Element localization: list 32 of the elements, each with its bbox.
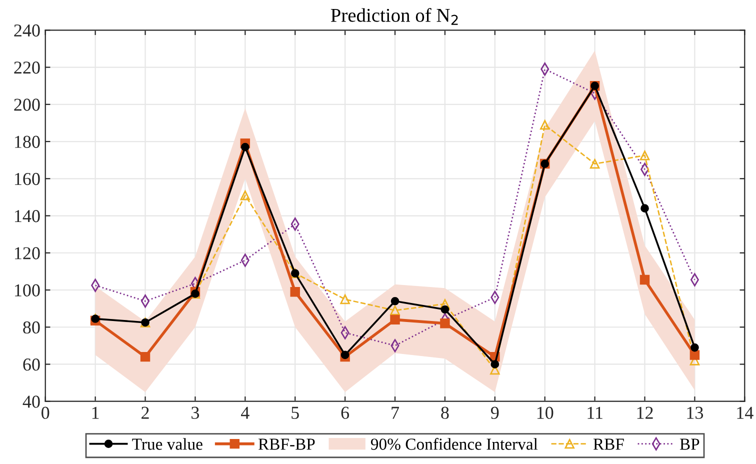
x-tick-label: 4 bbox=[241, 406, 250, 419]
x-tick-label: 7 bbox=[392, 406, 400, 419]
x-tick-label: 6 bbox=[341, 406, 350, 419]
x-tick-label: 13 bbox=[687, 406, 704, 419]
x-tick-label: 8 bbox=[441, 406, 449, 419]
y-tick-label: 120 bbox=[15, 247, 40, 260]
legend-label: BP bbox=[680, 438, 700, 450]
y-tick-label: 60 bbox=[23, 358, 40, 371]
x-tick-label: 1 bbox=[92, 406, 99, 419]
legend-label: 90% Confidence Interval bbox=[370, 438, 538, 450]
y-tick-label: 40 bbox=[22, 396, 40, 408]
x-tick-label: 3 bbox=[192, 406, 200, 419]
y-tick-label: 180 bbox=[15, 136, 40, 148]
y-tick-label: 100 bbox=[15, 284, 40, 296]
x-tick-label: 0 bbox=[42, 406, 50, 419]
x-tick-label: 10 bbox=[537, 406, 554, 419]
legend-label: RBF-BP bbox=[258, 438, 315, 450]
legend-label: RBF bbox=[593, 438, 624, 450]
legend-label: True value bbox=[132, 438, 202, 450]
y-tick-label: 140 bbox=[15, 210, 40, 222]
x-tick-label: 11 bbox=[588, 406, 602, 419]
y-tick-label: 220 bbox=[14, 62, 40, 74]
chart-title: Prediction of N$_{2}$ bbox=[330, 8, 458, 25]
x-tick-label: 2 bbox=[142, 406, 149, 419]
x-tick-label: 5 bbox=[292, 406, 299, 419]
y-tick-label: 200 bbox=[14, 98, 40, 111]
y-tick-label: 80 bbox=[23, 321, 40, 334]
x-tick-label: 14 bbox=[737, 406, 754, 419]
x-tick-label: 12 bbox=[637, 406, 653, 419]
y-tick-label: 160 bbox=[15, 172, 40, 186]
y-tick-label: 240 bbox=[14, 24, 40, 37]
x-tick-label: 9 bbox=[490, 406, 499, 419]
